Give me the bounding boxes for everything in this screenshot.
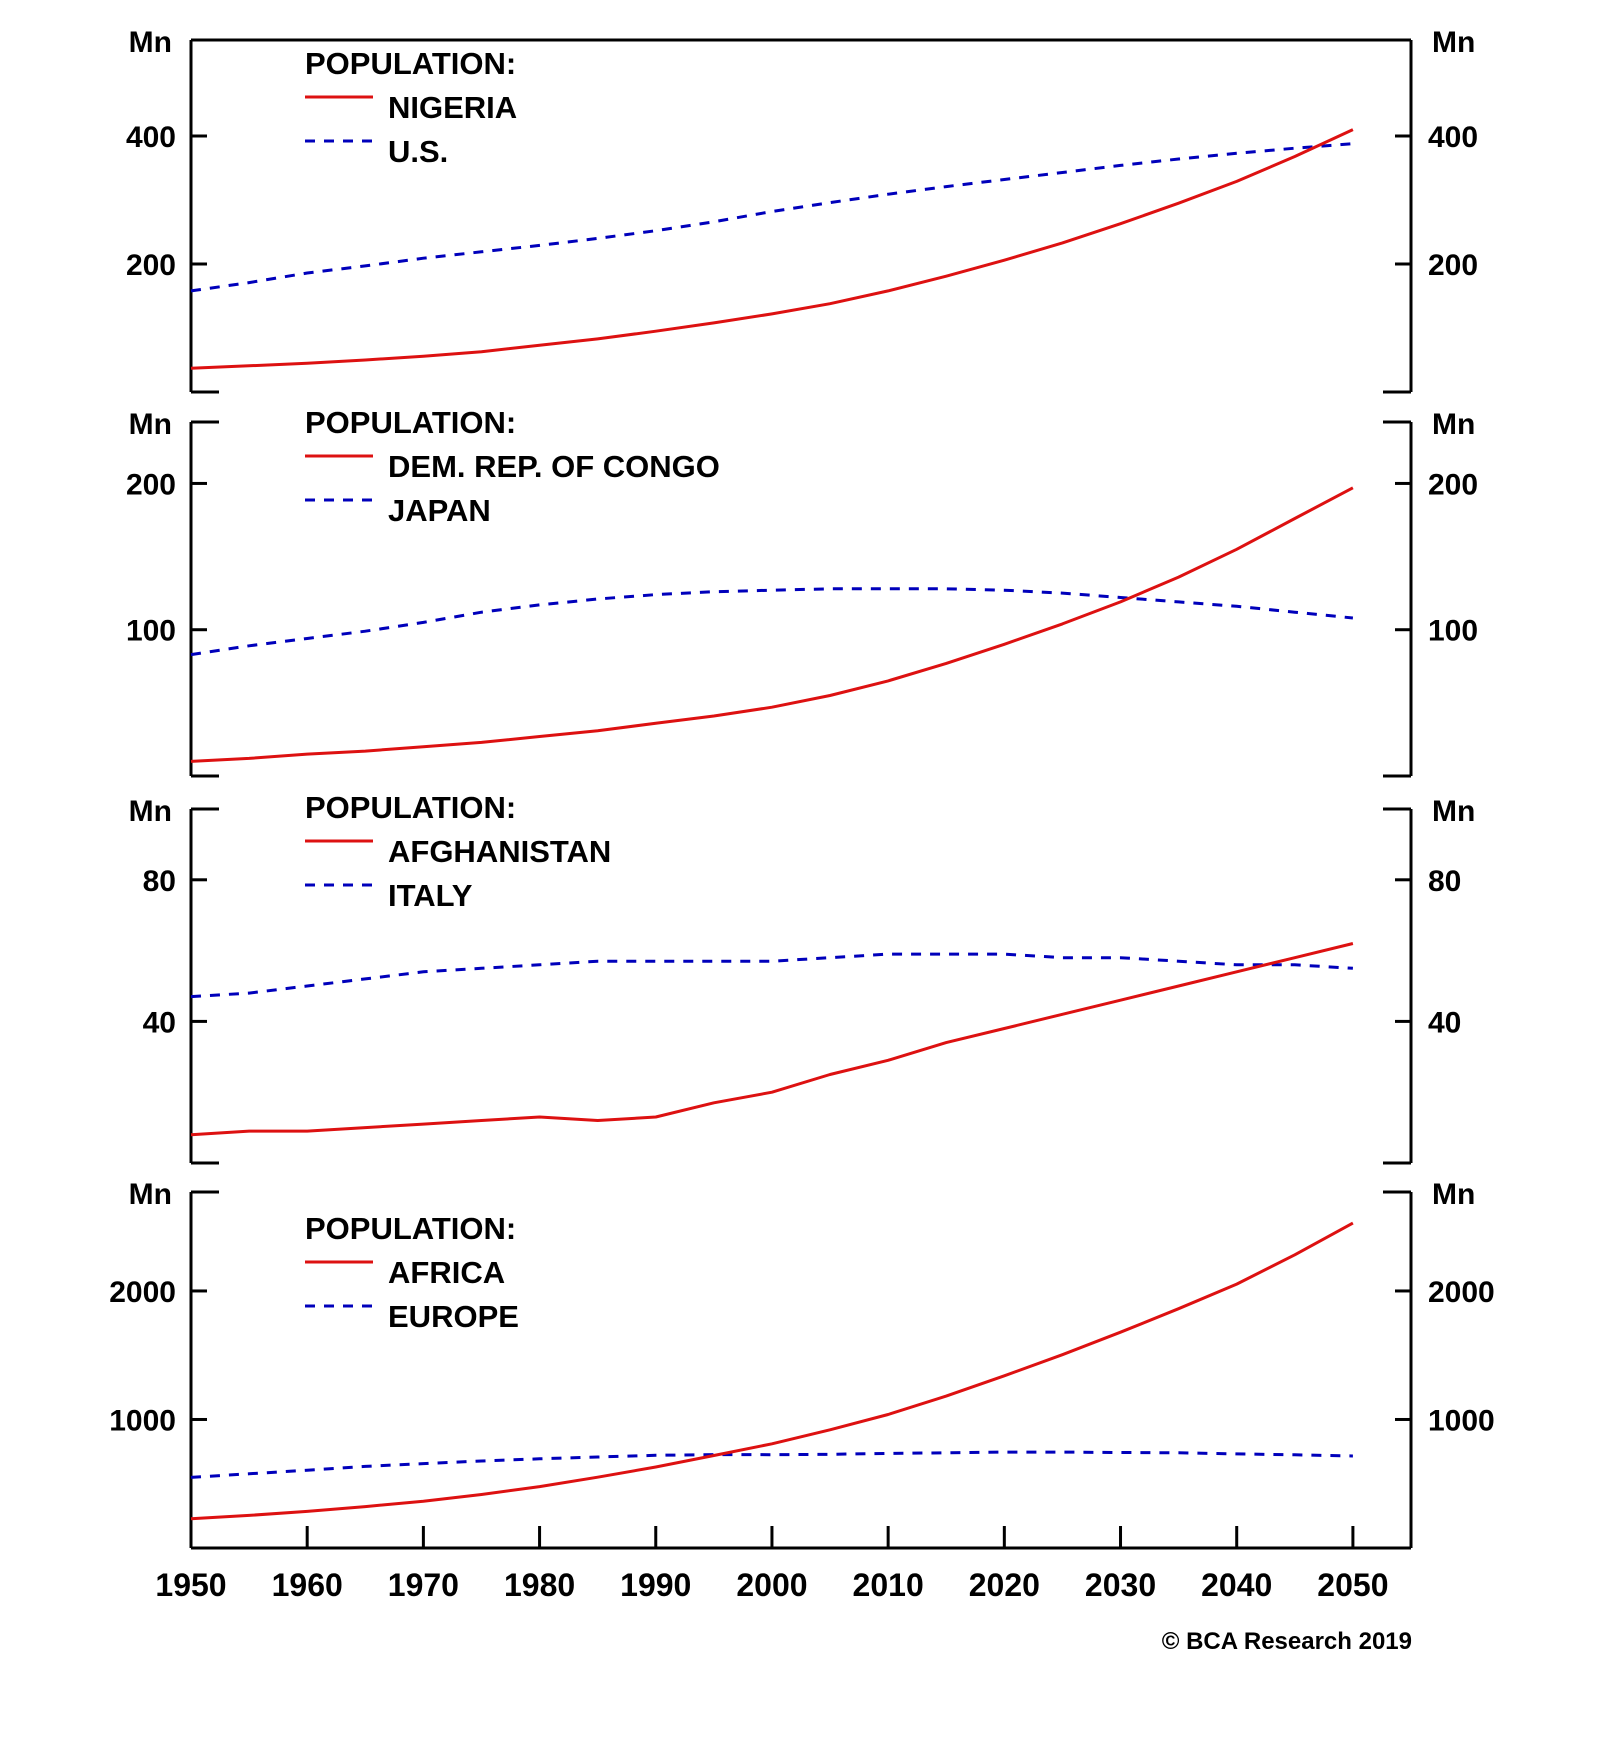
legend-label: U.S. [388,134,448,169]
x-tick-label: 2040 [1201,1567,1272,1603]
panel-2: Mn Mn 100 100 200 200 POPULATION: DEM. REP. OF … [126,405,1478,778]
unit-label-right: Mn [1432,795,1475,828]
unit-label-right: Mn [1432,26,1475,59]
unit-label-right: Mn [1432,1178,1475,1211]
legend: POPULATION: DEM. REP. OF CONGO JAPAN [305,405,720,528]
y-tick-label-left: 400 [126,121,176,154]
y-tick-label-right: 200 [1428,468,1478,501]
panel-1: Mn Mn 200 200 400 400 POPULATION: NIGERIA U.S. [126,26,1478,394]
y-tick-label-left: 100 [126,615,176,648]
legend-title: POPULATION: [305,405,516,440]
panel-3: Mn Mn 40 40 80 80 POPULATION: AFGHANISTAN ITALY [129,790,1475,1165]
x-tick-label: 1970 [388,1567,459,1603]
series-line-europe [190,1450,1353,1479]
x-axis: 1950 1960 1970 1980 1990 2000 2010 2020 2030 2040… [155,1526,1388,1603]
legend-title: POPULATION: [305,790,516,825]
series-line-africa [190,1221,1354,1521]
legend-label: AFRICA [388,1255,505,1290]
y-tick-label-right: 100 [1428,615,1478,648]
y-tick-label-right: 2000 [1428,1276,1495,1309]
y-tick-label-right: 200 [1428,249,1478,282]
legend-label: JAPAN [388,493,491,528]
x-tick-label: 1980 [504,1567,575,1603]
y-tick-label-left: 1000 [109,1404,176,1437]
unit-label-left: Mn [129,26,172,59]
legend: POPULATION: NIGERIA U.S. [305,46,517,169]
y-tick-label-left: 200 [126,249,176,282]
y-tick-label-right: 40 [1428,1006,1461,1039]
series-line-dem-rep-of-congo [190,486,1354,763]
x-tick-label: 1960 [272,1567,343,1603]
x-tick-label: 2030 [1085,1567,1156,1603]
legend: POPULATION: AFRICA EUROPE [305,1211,519,1334]
legend-label: EUROPE [388,1299,519,1334]
x-tick-label: 2010 [853,1567,924,1603]
legend-label: AFGHANISTAN [388,834,611,869]
y-tick-label-left: 200 [126,468,176,501]
panel-4: Mn Mn 1000 1000 2000 2000 POPULATION: AFRICA EUR… [109,1178,1495,1550]
y-tick-label-left: 2000 [109,1276,176,1309]
legend-label: ITALY [388,878,473,913]
series-line-japan [190,587,1354,657]
series-line-italy [190,952,1353,999]
y-tick-label-right: 1000 [1428,1404,1495,1437]
unit-label-right: Mn [1432,408,1475,441]
legend-label: NIGERIA [388,90,517,125]
unit-label-left: Mn [129,408,172,441]
series-line-afghanistan [190,942,1354,1137]
x-tick-label: 2050 [1317,1567,1388,1603]
x-tick-label: 1950 [155,1567,226,1603]
x-tick-label: 2000 [736,1567,807,1603]
legend-title: POPULATION: [305,46,516,81]
series-line-nigeria [190,128,1354,370]
legend-label: DEM. REP. OF CONGO [388,449,720,484]
y-tick-label-right: 80 [1428,865,1461,898]
unit-label-left: Mn [129,795,172,828]
series-line-u-s [190,142,1354,293]
y-tick-label-left: 40 [143,1006,176,1039]
legend-title: POPULATION: [305,1211,516,1246]
legend: POPULATION: AFGHANISTAN ITALY [305,790,611,913]
unit-label-left: Mn [129,1178,172,1211]
x-tick-label: 1990 [620,1567,691,1603]
copyright-footer: © BCA Research 2019 [1162,1628,1412,1655]
y-tick-label-left: 80 [143,865,176,898]
y-tick-label-right: 400 [1428,121,1478,154]
x-tick-label: 2020 [969,1567,1040,1603]
